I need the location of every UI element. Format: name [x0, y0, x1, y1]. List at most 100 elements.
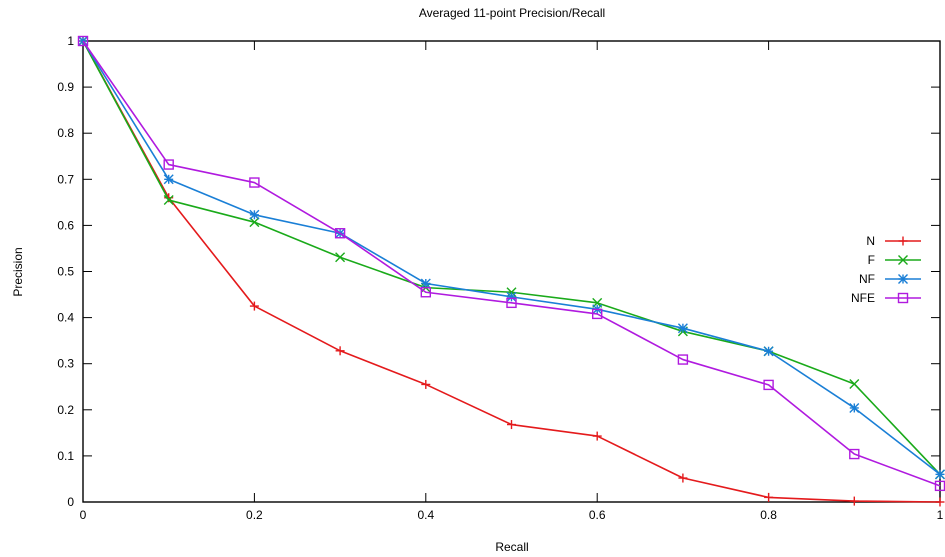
legend-label: N	[866, 234, 875, 248]
data-point-n	[421, 379, 431, 389]
data-point-nf-stroke	[163, 174, 174, 185]
chart-title: Averaged 11-point Precision/Recall	[419, 6, 605, 20]
series-line-f	[82, 40, 941, 475]
x-tick-label: 0.8	[760, 508, 777, 522]
data-point-nfe-box	[77, 35, 89, 47]
y-tick-label: 0.6	[57, 218, 74, 232]
data-point-nf-stroke	[249, 209, 260, 220]
plot-frame	[82, 40, 941, 503]
data-point-f	[506, 287, 517, 298]
data-point-nf-stroke	[935, 469, 945, 480]
y-tick-label: 0.2	[57, 403, 74, 417]
series-line-nfe	[82, 40, 941, 487]
y-tick-label: 0	[67, 495, 74, 509]
legend-marker	[898, 255, 908, 265]
x-tick-label: 0.6	[589, 508, 606, 522]
data-point-nfe	[420, 287, 431, 298]
y-tick-label: 0.5	[57, 265, 74, 279]
data-point-f-stroke	[335, 252, 346, 263]
legend-label: NF	[859, 272, 875, 286]
data-point-nf	[849, 402, 860, 413]
data-point-nf	[506, 291, 517, 302]
legend-marker	[898, 274, 908, 284]
x-tick-label: 0	[80, 508, 87, 522]
y-tick-label: 0.7	[57, 172, 74, 186]
x-tick-label: 1	[937, 508, 944, 522]
data-point-nfe-box	[249, 177, 260, 188]
legend-item-f: F	[868, 253, 921, 267]
data-point-f	[849, 378, 860, 389]
series-n	[78, 36, 945, 507]
series-layer	[77, 35, 945, 507]
legend-marker-stroke	[898, 274, 908, 284]
y-tick-label: 0.4	[57, 311, 74, 325]
data-point-nf-stroke	[420, 278, 431, 289]
data-point-nfe-box	[334, 228, 346, 239]
data-point-n	[935, 497, 945, 507]
data-point-f	[249, 217, 260, 228]
data-point-nfe	[249, 177, 260, 188]
series-nf	[78, 36, 945, 480]
series-line-n	[82, 40, 941, 503]
data-point-nfe-box	[677, 354, 689, 365]
legend-label: NFE	[851, 291, 875, 305]
data-point-n	[764, 492, 774, 502]
y-tick-label: 0.9	[57, 80, 74, 94]
y-tick-label: 0.1	[57, 449, 74, 463]
data-point-n	[507, 420, 516, 430]
legend-marker	[897, 292, 909, 304]
axes: 0 0.1 0.2 0.3 0.4 0.5 0.6 0.7 0.8 0.9 1 0 0.2 0.4 0.6 0…	[57, 34, 943, 522]
x-tick-label: 0.4	[417, 508, 434, 522]
y-axis-label: Precision	[11, 247, 25, 296]
legend-marker-stroke	[898, 255, 908, 265]
legend: NF NF NFE	[851, 234, 921, 305]
data-point-f	[163, 195, 174, 206]
legend-label: F	[868, 253, 875, 267]
data-point-nf	[935, 469, 945, 480]
data-point-nfe	[849, 448, 860, 460]
data-point-nf-stroke	[677, 323, 688, 334]
legend-marker-box	[897, 292, 909, 304]
data-point-f-stroke	[849, 378, 860, 389]
data-point-nf	[763, 346, 774, 357]
data-point-nf	[163, 174, 174, 185]
x-tick-label: 0.2	[246, 508, 263, 522]
series-line-nf	[82, 40, 941, 475]
data-point-n	[678, 473, 688, 483]
data-point-nfe	[77, 35, 89, 47]
data-point-n	[335, 346, 345, 356]
data-point-n	[249, 301, 259, 311]
data-point-f-stroke	[163, 195, 174, 206]
legend-marker	[898, 236, 908, 246]
series-f	[78, 36, 945, 480]
data-point-f-stroke	[249, 217, 260, 228]
data-point-nfe-box	[420, 287, 431, 298]
data-point-nfe-box	[849, 448, 860, 460]
data-point-n	[592, 431, 602, 441]
data-point-nfe	[334, 228, 346, 239]
y-tick-label: 0.3	[57, 357, 74, 371]
data-point-nf	[249, 209, 260, 220]
data-point-nfe	[592, 308, 603, 320]
legend-item-nf: NF	[859, 272, 921, 286]
data-point-nfe	[763, 379, 774, 391]
legend-item-nfe: NFE	[851, 291, 921, 305]
legend-item-n: N	[866, 234, 921, 248]
y-tick-label: 1	[67, 34, 74, 48]
series-nfe	[77, 35, 945, 492]
data-point-n	[849, 496, 859, 506]
x-axis-label: Recall	[495, 540, 528, 554]
data-point-nf-stroke	[763, 346, 774, 357]
data-point-nfe	[677, 354, 689, 365]
data-point-nf	[677, 323, 688, 334]
data-point-f-stroke	[506, 287, 517, 298]
data-point-f	[335, 252, 346, 263]
data-point-nfe-box	[763, 379, 774, 391]
data-point-nfe	[163, 159, 174, 170]
data-point-nfe-box	[163, 159, 174, 170]
data-point-nf-stroke	[506, 291, 517, 302]
data-point-nf	[420, 278, 431, 289]
y-tick-label: 0.8	[57, 126, 74, 140]
data-point-nfe-box	[506, 297, 517, 309]
